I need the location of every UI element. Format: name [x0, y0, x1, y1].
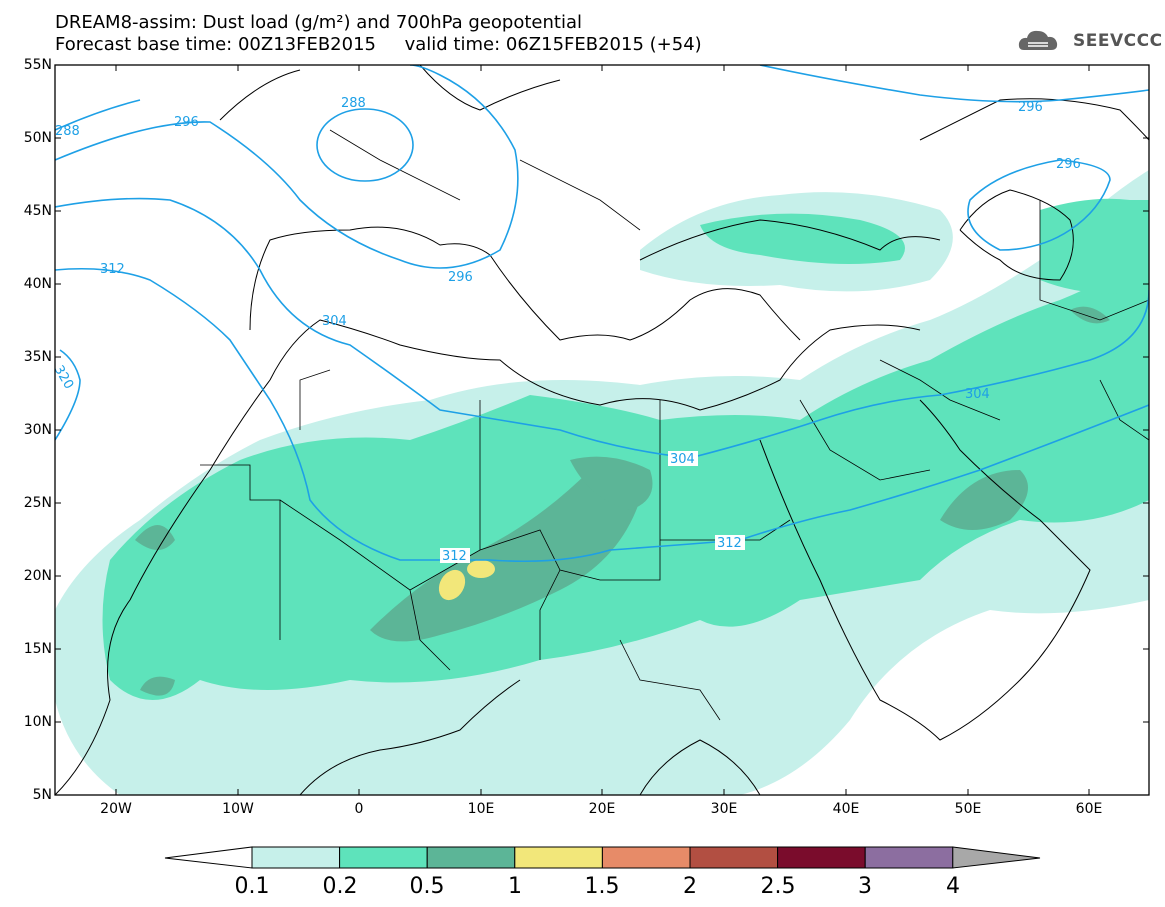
contour-label: 304	[322, 314, 347, 329]
colorbar-bin	[864, 846, 954, 869]
longitude-label: 30E	[710, 801, 738, 817]
colorbar-over-arrow	[952, 846, 1041, 869]
latitude-label: 55N	[23, 57, 52, 73]
colorbar-bin	[426, 846, 516, 869]
longitude-label: 50E	[954, 801, 982, 817]
contour-label: 312	[717, 536, 742, 551]
geopotential-contours	[55, 65, 1149, 563]
dust-shade-dense	[570, 456, 653, 510]
latitude-label: 35N	[23, 349, 52, 365]
colorbar-bin	[689, 846, 779, 869]
colorbar-under-arrow	[164, 846, 253, 869]
contour-label: 288	[55, 124, 80, 139]
contour-label: 296	[174, 115, 199, 130]
contour-label: 312	[100, 262, 125, 277]
logo-text: SEEVCCC	[1073, 31, 1163, 51]
contour-label: 296	[448, 270, 473, 285]
dust-shade-dense	[135, 525, 175, 550]
dust-shade-medium	[1040, 198, 1149, 294]
colorbar-label: 2.5	[760, 874, 796, 899]
forecast-time-subtitle: Forecast base time: 00Z13FEB2015 valid t…	[55, 34, 702, 55]
longitude-label: 20W	[100, 801, 132, 817]
latitude-label: 10N	[23, 714, 52, 730]
colorbar-bin	[251, 846, 341, 869]
latitude-label: 50N	[23, 130, 52, 146]
dust-shade-peak	[467, 560, 495, 578]
colorbar-label: 0.1	[234, 874, 270, 899]
longitude-label: 10E	[467, 801, 495, 817]
latitude-label: 5N	[32, 787, 52, 803]
country-borders	[200, 129, 1149, 721]
contour-label: 312	[442, 549, 467, 564]
dust-shade-peak	[438, 569, 466, 601]
latitude-label: 20N	[23, 568, 52, 584]
longitude-label: 20E	[588, 801, 616, 817]
longitude-label: 10W	[222, 801, 254, 817]
colorbar-label: 2	[683, 874, 697, 899]
contour-label: 304	[965, 387, 990, 402]
contour-label: 296	[1056, 157, 1081, 172]
contour-label: 288	[341, 96, 366, 111]
colorbar-label: 1.5	[584, 874, 620, 899]
contour-label: 304	[670, 452, 695, 467]
colorbar	[164, 846, 1041, 869]
map-title: DREAM8-assim: Dust load (g/m²) and 700hP…	[55, 12, 582, 33]
longitude-label: 40E	[832, 801, 860, 817]
dust-shade-dense	[140, 676, 175, 696]
contour-label: 296	[1018, 100, 1043, 115]
dust-shade-medium	[700, 213, 905, 264]
cloud-logo-icon	[1018, 30, 1058, 50]
colorbar-label: 1	[508, 874, 522, 899]
contour-labels: 288 296 288 296 296 296 312 304 304 304 …	[55, 96, 1081, 564]
longitude-label: 0	[354, 801, 364, 817]
latitude-label: 30N	[23, 422, 52, 438]
latitude-label: 25N	[23, 495, 52, 511]
dust-shade-dense	[940, 470, 1028, 530]
longitude-label: 60E	[1075, 801, 1103, 817]
colorbar-bin	[601, 846, 691, 869]
colorbar-bin	[777, 846, 866, 869]
coastlines	[55, 65, 1149, 795]
axis-ticks	[55, 64, 1149, 796]
colorbar-label: 0.2	[322, 874, 358, 899]
colorbar-label: 4	[946, 874, 960, 899]
colorbar-bin	[339, 846, 428, 869]
latitude-label: 15N	[23, 641, 52, 657]
dust-shade-dense	[370, 464, 640, 642]
colorbar-bin	[514, 846, 603, 869]
latitude-label: 45N	[23, 203, 52, 219]
colorbar-label: 0.5	[409, 874, 445, 899]
dust-shade-dense	[1070, 306, 1110, 324]
colorbar-label: 3	[858, 874, 872, 899]
latitude-label: 40N	[23, 276, 52, 292]
